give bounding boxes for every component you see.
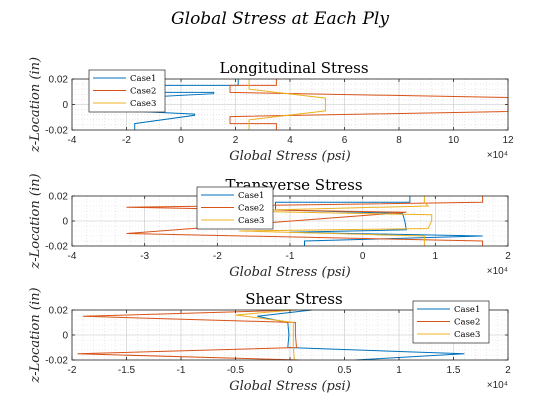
legend-label: Case1 bbox=[238, 191, 264, 201]
x-tick-label: 10 bbox=[448, 135, 460, 146]
subplot-title: Shear Stress bbox=[245, 290, 342, 308]
x-tick-label: -1.5 bbox=[118, 365, 136, 376]
y-axis-label: z-Location (in) bbox=[28, 173, 43, 269]
legend-label: Case2 bbox=[454, 318, 480, 328]
x-tick-label: 0 bbox=[287, 365, 293, 376]
x-tick-label: -2 bbox=[68, 365, 77, 376]
x-axis-label: Global Stress (psi) bbox=[229, 265, 351, 280]
x-exponent-label: ×10⁴ bbox=[487, 380, 508, 391]
x-tick-label: -0.5 bbox=[227, 365, 245, 376]
series-line-case3 bbox=[231, 196, 433, 246]
legend-label: Case1 bbox=[130, 74, 156, 84]
legend-label: Case2 bbox=[238, 204, 264, 214]
y-tick-label: 0.02 bbox=[49, 192, 69, 203]
series-line-case2 bbox=[126, 196, 484, 246]
y-tick-label: 0.02 bbox=[49, 75, 69, 86]
x-tick-label: -2 bbox=[213, 251, 222, 262]
x-tick-label: 6 bbox=[342, 135, 348, 146]
series-line-case3 bbox=[235, 309, 295, 361]
x-tick-label: 1.5 bbox=[447, 365, 461, 376]
y-tick-label: 0 bbox=[62, 331, 68, 342]
legend-label: Case3 bbox=[130, 99, 156, 109]
x-tick-label: 12 bbox=[502, 135, 514, 146]
legend: Case1 Case2 Case3 bbox=[412, 300, 490, 344]
legend-label: Case3 bbox=[454, 330, 480, 340]
x-tick-label: -3 bbox=[140, 251, 149, 262]
series-line-case2 bbox=[77, 309, 299, 361]
y-axis-label: z-Location (in) bbox=[28, 287, 43, 383]
y-axis-label: z-Location (in) bbox=[28, 57, 43, 153]
subplot-3: -2 -1.5 -1 -0.5 0 0.5 1 1.5 2 -0.02 0 0.02 ×10⁴ Shear… bbox=[28, 287, 511, 394]
x-tick-label: -1 bbox=[177, 365, 186, 376]
subplot-1: -4 -2 0 2 4 6 8 10 12 -0.02 0 0.02 ×10⁴ Longitudinal … bbox=[28, 57, 514, 164]
series-line-case3 bbox=[248, 79, 326, 130]
x-tick-label: -2 bbox=[122, 135, 131, 146]
figure-suptitle: Global Stress at Each Ply bbox=[171, 9, 389, 29]
subplot-title: Longitudinal Stress bbox=[219, 59, 368, 77]
legend: Case1 Case2 Case3 bbox=[88, 69, 166, 113]
x-axis-label: Global Stress (psi) bbox=[229, 379, 351, 394]
y-tick-label: 0 bbox=[62, 100, 68, 111]
x-tick-label: 8 bbox=[396, 135, 402, 146]
y-tick-label: 0.02 bbox=[49, 306, 69, 317]
x-tick-label: 0.5 bbox=[338, 365, 352, 376]
x-tick-label: 4 bbox=[287, 135, 293, 146]
x-exponent-label: ×10⁴ bbox=[487, 150, 508, 161]
x-tick-label: 2 bbox=[233, 135, 239, 146]
x-tick-label: 1 bbox=[396, 365, 402, 376]
legend: Case1 Case2 Case3 bbox=[196, 186, 274, 230]
legend-label: Case3 bbox=[238, 216, 264, 226]
x-tick-label: 2 bbox=[505, 251, 511, 262]
axes-container: -4 -2 0 2 4 6 8 10 12-0.0200.02×10⁴Longitudinal … bbox=[28, 57, 514, 394]
series-line-case1 bbox=[275, 196, 483, 246]
legend-label: Case1 bbox=[454, 305, 480, 315]
y-tick-label: 0 bbox=[62, 217, 68, 228]
y-tick-label: -0.02 bbox=[45, 356, 68, 367]
legend-label: Case2 bbox=[130, 87, 156, 97]
x-tick-label: -4 bbox=[68, 251, 77, 262]
x-axis-label: Global Stress (psi) bbox=[229, 149, 351, 164]
y-tick-label: -0.02 bbox=[45, 242, 68, 253]
x-tick-label: 0 bbox=[178, 135, 184, 146]
series-line-case1 bbox=[257, 309, 465, 361]
x-exponent-label: ×10⁴ bbox=[487, 266, 508, 277]
x-tick-label: 1 bbox=[433, 251, 439, 262]
x-tick-label: -1 bbox=[286, 251, 295, 262]
x-tick-label: 2 bbox=[505, 365, 511, 376]
x-tick-label: -4 bbox=[68, 135, 77, 146]
x-tick-label: 0 bbox=[360, 251, 366, 262]
y-tick-label: -0.02 bbox=[45, 126, 68, 137]
